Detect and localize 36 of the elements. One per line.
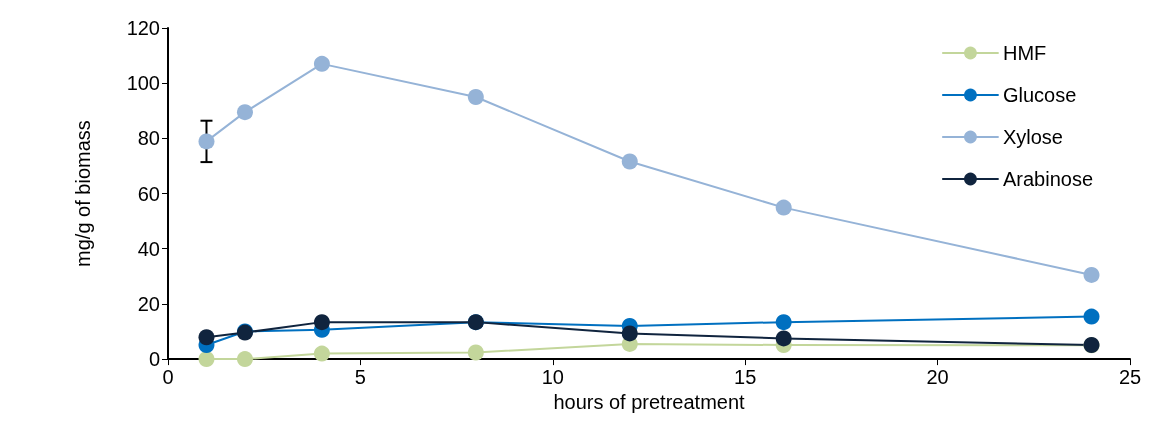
y-tick-label: 40 [137, 237, 160, 260]
y-tick-label: 120 [126, 17, 160, 39]
legend-label: Xylose [1002, 126, 1063, 148]
legend-label: Arabinose [1002, 168, 1093, 190]
point [1083, 308, 1100, 325]
x-tick-label: 10 [541, 366, 564, 389]
y-tick-label: 0 [148, 348, 160, 371]
point [621, 325, 638, 342]
point [621, 153, 638, 170]
point [775, 330, 792, 347]
point [198, 329, 215, 346]
point [198, 351, 215, 368]
point [313, 345, 330, 362]
x-tick-label: 25 [1118, 366, 1142, 389]
point [467, 344, 484, 361]
point [775, 314, 792, 331]
point [236, 351, 253, 368]
x-tick-label: 0 [162, 366, 174, 389]
legend-label: HMF [1002, 42, 1047, 64]
x-tick-label: 5 [354, 366, 366, 389]
point [775, 199, 792, 216]
y-tick-label: 100 [126, 72, 160, 95]
point [467, 88, 484, 105]
legend-label: Glucose [1002, 84, 1077, 106]
point [313, 314, 330, 331]
y-tick-label: 20 [137, 292, 160, 315]
point [1083, 266, 1100, 283]
x-tick-label: 15 [734, 366, 757, 389]
point [313, 55, 330, 72]
point [236, 104, 253, 121]
y-tick-label: 60 [137, 182, 160, 205]
point [198, 133, 215, 150]
x-tick-label: 20 [926, 366, 949, 389]
x-axis-title: hours of pretreatment [553, 391, 746, 413]
y-tick-label: 80 [137, 127, 160, 150]
y-axis-title: mg/g of biomass [72, 120, 94, 267]
